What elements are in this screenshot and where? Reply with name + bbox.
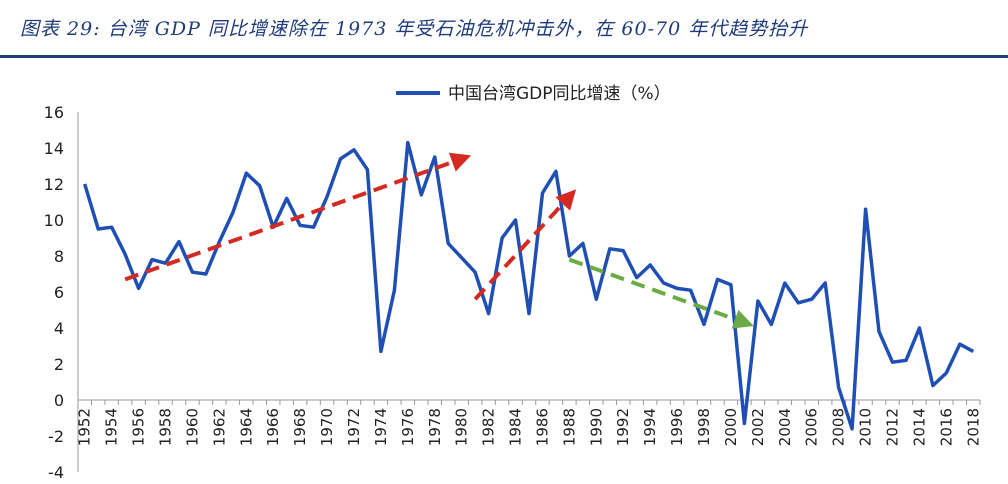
x-tick-label: 1978 xyxy=(426,408,444,446)
x-tick-label: 1998 xyxy=(695,408,713,446)
x-tick-label: 1992 xyxy=(614,408,632,446)
legend: 中国台湾GDP同比增速（%） xyxy=(396,84,671,104)
series-line xyxy=(83,140,975,431)
y-tick-label: 6 xyxy=(54,283,64,302)
x-tick-label: 1982 xyxy=(480,408,498,446)
x-tick-label: 1988 xyxy=(560,408,578,446)
y-tick-label: -4 xyxy=(48,463,64,482)
x-tick-label: 2018 xyxy=(964,408,982,446)
x-tick-label: 1984 xyxy=(507,408,525,446)
x-tick-label: 2002 xyxy=(749,408,767,446)
x-tick-label: 1976 xyxy=(399,408,417,446)
y-tick-label: 8 xyxy=(54,247,64,266)
trend-arrow xyxy=(473,189,577,301)
y-tick-label: -2 xyxy=(48,427,64,446)
x-tick-label: 1970 xyxy=(318,408,336,446)
x-tick-label: 2012 xyxy=(883,408,901,446)
x-tick-label: 2010 xyxy=(857,408,875,446)
legend-label: 中国台湾GDP同比增速（%） xyxy=(448,84,671,104)
y-tick-label: 2 xyxy=(54,355,64,374)
x-tick-label: 1990 xyxy=(587,408,605,446)
x-tick-label: 1980 xyxy=(453,408,471,446)
x-tick-label: 1996 xyxy=(668,408,686,446)
title-rule xyxy=(0,55,1008,58)
x-tick-label: 1986 xyxy=(533,408,551,446)
y-tick-label: 4 xyxy=(54,319,64,338)
y-tick-label: 14 xyxy=(44,139,64,158)
x-tick-label: 1954 xyxy=(103,408,121,446)
x-tick-label: 1956 xyxy=(130,408,148,446)
x-tick-label: 1958 xyxy=(157,408,175,446)
x-tick-label: 1994 xyxy=(641,408,659,446)
y-tick-label: 0 xyxy=(54,391,64,410)
trend-arrow xyxy=(124,152,472,282)
x-tick-label: 2016 xyxy=(937,408,955,446)
x-tick-label: 2000 xyxy=(722,408,740,446)
x-tick-label: 2006 xyxy=(803,408,821,446)
x-tick-label: 1972 xyxy=(345,408,363,446)
y-tick-label: 10 xyxy=(44,211,64,230)
y-tick-label: 16 xyxy=(44,103,64,122)
x-tick-label: 1968 xyxy=(291,408,309,446)
x-tick-label: 1964 xyxy=(237,408,255,446)
x-tick-label: 1962 xyxy=(210,408,228,446)
x-tick-label: 2008 xyxy=(830,408,848,446)
x-tick-label: 2004 xyxy=(776,408,794,446)
x-tick-label: 1960 xyxy=(183,408,201,446)
y-tick-label: 12 xyxy=(44,175,64,194)
trend-arrow xyxy=(568,257,754,329)
x-tick-label: 2014 xyxy=(910,408,928,446)
x-tick-label: 1966 xyxy=(264,408,282,446)
x-tick-label: 1952 xyxy=(76,408,94,446)
x-tick-label: 1974 xyxy=(372,408,390,446)
chart-title: 图表 29: 台湾 GDP 同比增速除在 1973 年受石油危机冲击外，在 60… xyxy=(20,18,809,40)
